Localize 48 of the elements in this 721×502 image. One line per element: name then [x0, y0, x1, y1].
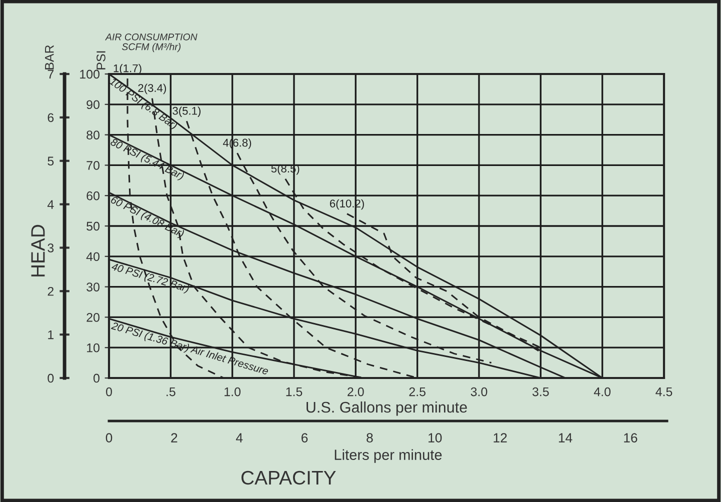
x-tick-label: 2.0	[348, 387, 364, 396]
x-tick-label: 2.5	[409, 387, 426, 396]
y2-axis-title: BAR	[45, 45, 54, 70]
x-tick-label: .5	[166, 387, 176, 396]
y2-tick-label: 6	[48, 113, 54, 122]
x-tick-label: 4.0	[594, 387, 611, 396]
x-tick-label: 3.5	[532, 387, 549, 396]
x2-tick-label: 16	[624, 433, 638, 442]
y-axis-title: PSI	[96, 51, 106, 70]
y-tick-label: 0	[94, 374, 100, 383]
x2-axis-title: Liters per minute	[334, 449, 442, 463]
y2-tick-label: 4	[47, 200, 54, 209]
y-tick-label: 50	[86, 222, 100, 231]
x2-tick-label: 14	[558, 433, 572, 442]
y2-tick-label: 1	[48, 330, 54, 340]
x2-tick-label: 4	[236, 433, 243, 442]
y-tick-label: 90	[86, 100, 100, 110]
text: AIR CONSUMPTION SCFM (M³/hr)	[105, 34, 198, 52]
y-tick-label: 100	[80, 70, 100, 79]
text: HEAD	[31, 224, 45, 276]
y-tick-label: 30	[86, 282, 100, 292]
y-tick-label: 80	[86, 130, 100, 140]
x2-tick-label: 8	[366, 433, 373, 442]
y2-tick-label: 5	[48, 156, 54, 166]
x2-tick-label: 12	[494, 433, 507, 442]
x-tick-label: 3.0	[470, 387, 488, 396]
series-label: 1(1.7)	[114, 64, 142, 74]
x-tick-label: 1.5	[286, 387, 302, 396]
x2-tick-label: 10	[428, 433, 442, 442]
y2-tick-label: 7	[48, 70, 54, 79]
x-axis-title: U.S. Gallons per minute	[306, 401, 467, 416]
x-tick-label: 1.0	[224, 387, 241, 396]
y2-tick-label: 2	[48, 286, 54, 296]
x2-tick-label: 0	[106, 433, 112, 442]
text: 80 PSI (5.44 Bar)	[109, 138, 185, 182]
y-tick-label: 40	[86, 252, 100, 262]
y-tick-label: 60	[86, 191, 100, 200]
y-tick-label: 10	[87, 343, 100, 352]
text: CAPACITY	[241, 470, 336, 485]
x-tick-label: 0	[106, 387, 112, 396]
y-tick-label: 70	[86, 161, 100, 170]
x-tick-label: 4.5	[656, 387, 672, 396]
y2-tick-label: 0	[48, 374, 54, 383]
y-tick-label: 20	[86, 313, 100, 322]
y2-tick-label: 3	[48, 244, 54, 252]
x2-tick-label: 6	[302, 433, 308, 442]
x2-tick-label: 2	[171, 433, 178, 442]
text: 40 PSI (2.72 Bar)	[110, 262, 190, 294]
